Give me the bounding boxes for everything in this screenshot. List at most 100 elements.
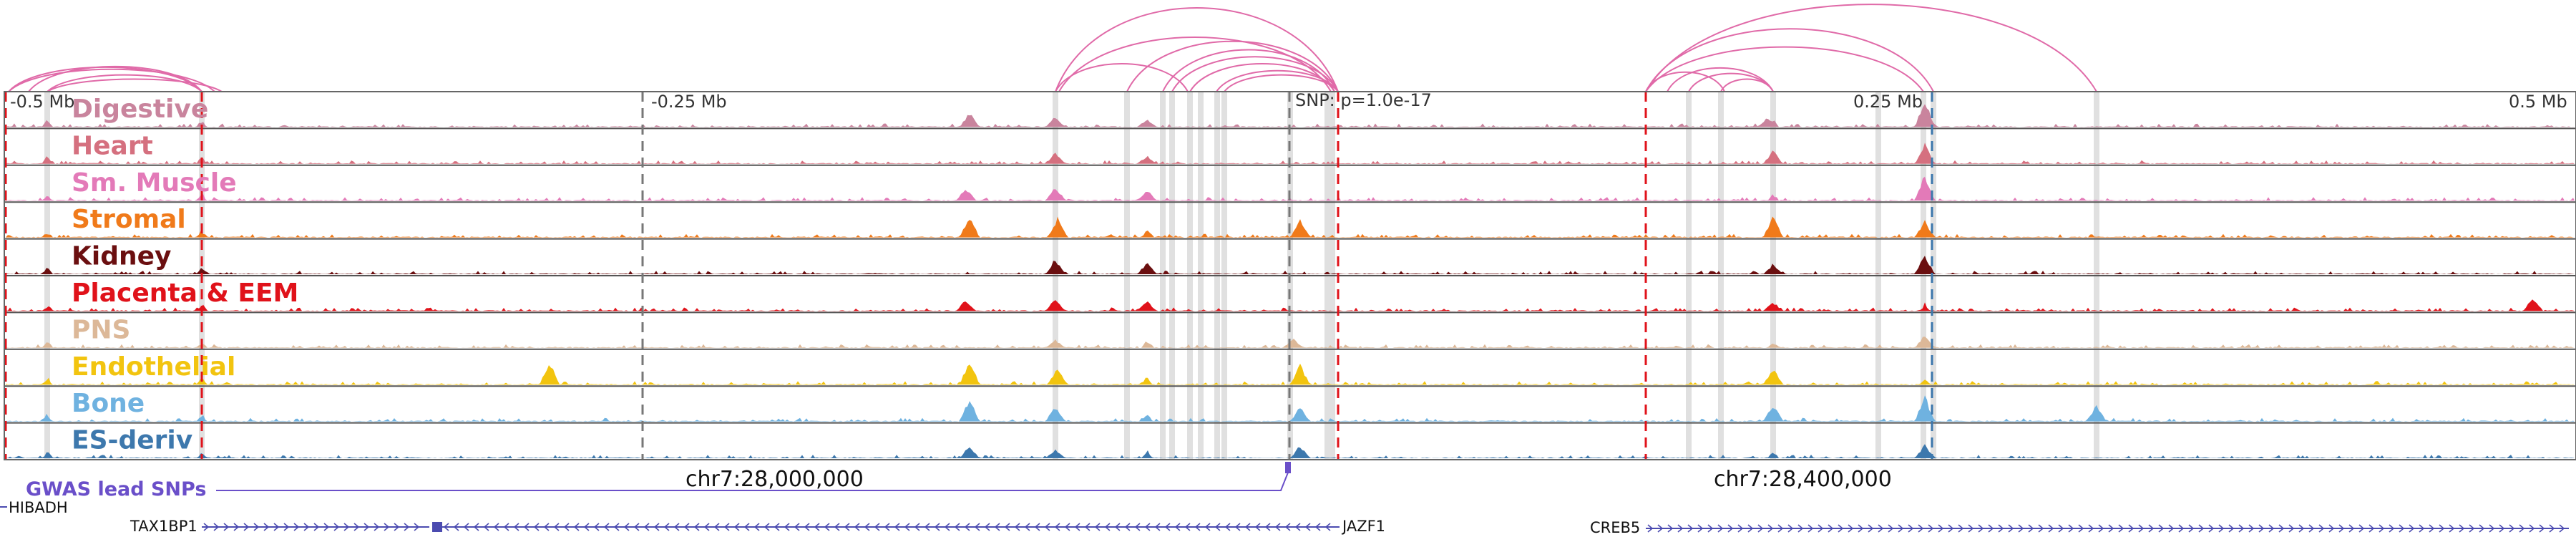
- strand-chevron: [213, 523, 220, 531]
- strand-chevron: [233, 523, 240, 531]
- strand-chevron: [693, 523, 700, 531]
- strand-chevron: [2389, 524, 2395, 533]
- strand-chevron: [1898, 524, 1904, 533]
- strand-chevron: [283, 523, 290, 531]
- strand-chevron: [623, 523, 630, 531]
- strand-chevron: [2068, 524, 2074, 533]
- strand-chevron: [784, 523, 790, 531]
- strand-chevron: [273, 523, 280, 531]
- strand-chevron: [513, 523, 519, 531]
- strand-chevron: [1244, 523, 1251, 531]
- strand-chevron: [493, 523, 499, 531]
- strand-chevron: [2218, 524, 2225, 533]
- strand-chevron: [1868, 524, 1874, 533]
- strand-chevron: [2258, 524, 2265, 533]
- strand-chevron: [2459, 524, 2465, 533]
- strand-chevron: [1074, 523, 1080, 531]
- gwas-track: GWAS lead SNPs: [26, 462, 1291, 500]
- strand-chevron: [1888, 524, 1894, 533]
- strand-chevron: [1647, 524, 1654, 533]
- strand-chevron: [2178, 524, 2185, 533]
- strand-chevron: [2148, 524, 2155, 533]
- strand-chevron: [1214, 523, 1221, 531]
- strand-chevron: [1687, 524, 1694, 533]
- strand-chevron: [2429, 524, 2435, 533]
- gene-label-hibadh: HIBADH: [9, 499, 68, 516]
- signal-area: [6, 256, 2575, 274]
- strand-chevron: [2268, 524, 2275, 533]
- strand-chevron: [2509, 524, 2515, 533]
- strand-chevron: [353, 523, 360, 531]
- strand-chevron: [2128, 524, 2135, 533]
- strand-chevron: [2399, 524, 2405, 533]
- strand-chevron: [1154, 523, 1161, 531]
- loop-arc: [1055, 63, 1189, 92]
- strand-chevron: [1928, 524, 1934, 533]
- strand-chevron: [2318, 524, 2325, 533]
- strand-chevron: [553, 523, 560, 531]
- strand-chevron: [1104, 523, 1111, 531]
- gene-label-tax1bp1: TAX1BP1: [130, 518, 197, 535]
- strand-chevron: [643, 523, 650, 531]
- strand-chevron: [1064, 523, 1070, 531]
- strand-chevron: [2038, 524, 2044, 533]
- strand-chevron: [303, 523, 310, 531]
- strand-chevron: [2058, 524, 2064, 533]
- strand-chevron: [2098, 524, 2104, 533]
- strand-chevron: [1094, 523, 1101, 531]
- strand-chevron: [2358, 524, 2365, 533]
- strand-chevron: [2409, 524, 2415, 533]
- loop-arc: [1645, 71, 1725, 92]
- strand-chevron: [673, 523, 680, 531]
- strand-chevron: [1828, 524, 1834, 533]
- tick-label-minus-0-5: -0.5 Mb: [10, 92, 74, 112]
- strand-chevron: [904, 523, 910, 531]
- strand-chevron: [1938, 524, 1944, 533]
- strand-chevron: [1134, 523, 1141, 531]
- strand-chevron: [743, 523, 750, 531]
- strand-chevron: [994, 523, 1000, 531]
- strand-chevron: [603, 523, 610, 531]
- strand-chevron: [2108, 524, 2114, 533]
- strand-chevron: [503, 523, 509, 531]
- strand-chevron: [1294, 523, 1301, 531]
- boundary-dashed-lines: [4, 92, 1933, 460]
- strand-chevron: [824, 523, 830, 531]
- loop-arc: [28, 66, 203, 92]
- loop-arc: [1645, 46, 1924, 92]
- strand-chevron: [1324, 523, 1331, 531]
- strand-chevron: [874, 523, 880, 531]
- strand-chevron: [2248, 524, 2255, 533]
- strand-chevron: [1978, 524, 1984, 533]
- strand-chevron: [2559, 524, 2565, 533]
- signal-area: [6, 299, 2575, 311]
- strand-chevron: [1314, 523, 1321, 531]
- strand-chevron: [613, 523, 620, 531]
- strand-chevron: [1124, 523, 1131, 531]
- strand-chevron: [774, 523, 780, 531]
- strand-chevron: [563, 523, 570, 531]
- track-label: Digestive: [72, 95, 208, 124]
- strand-chevron: [323, 523, 330, 531]
- strand-chevron: [573, 523, 580, 531]
- strand-chevron: [1727, 524, 1734, 533]
- strand-chevron: [1274, 523, 1281, 531]
- strand-chevron: [384, 523, 390, 531]
- strand-chevron: [1254, 523, 1261, 531]
- strand-chevron: [1657, 524, 1664, 533]
- strand-chevron: [954, 523, 960, 531]
- chromosome-coordinates: chr7:28,000,000 chr7:28,400,000: [686, 467, 1892, 492]
- strand-chevron: [2549, 524, 2555, 533]
- strand-chevron: [2519, 524, 2525, 533]
- strand-chevron: [583, 523, 590, 531]
- track-label: Placenta & EEM: [72, 279, 298, 308]
- tick-label-minus-0-25: -0.25 Mb: [651, 92, 727, 112]
- strand-chevron: [253, 523, 260, 531]
- loop-arc: [1216, 69, 1339, 92]
- strand-chevron: [2298, 524, 2305, 533]
- loop-arc: [1224, 74, 1339, 92]
- signal-area: [6, 176, 2575, 201]
- track-label: Heart: [72, 131, 153, 160]
- loop-arc: [1645, 4, 2097, 92]
- strand-chevron: [203, 523, 210, 531]
